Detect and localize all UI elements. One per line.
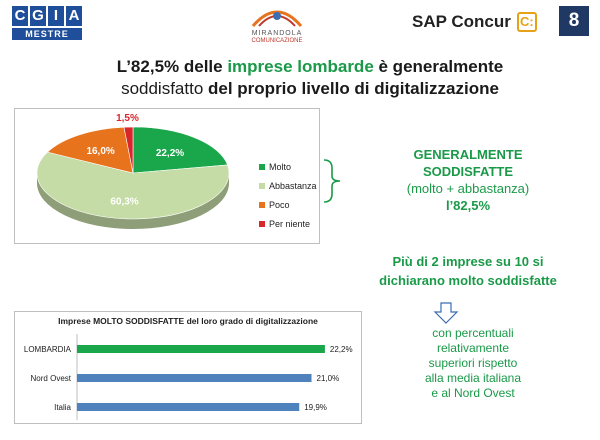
cgia-sub: MESTRE — [12, 28, 82, 40]
highlight-line: Più di 2 imprese su 10 si — [392, 254, 544, 269]
legend-label: Per niente — [269, 218, 311, 229]
bar-category-label: LOMBARDIA — [24, 345, 72, 354]
legend-swatch — [259, 220, 265, 227]
bar-lombardia — [77, 345, 325, 353]
note-line: alla media italiana — [424, 371, 522, 385]
sap-concur-logo: SAP Concur C: — [412, 12, 537, 32]
summary-line: GENERALMENTE — [413, 147, 523, 162]
slide-number: 8 — [559, 6, 589, 36]
bar-nord-ovest — [77, 374, 312, 382]
bar-chart-title: Imprese MOLTO SODDISFATTE del loro grado… — [58, 316, 318, 326]
legend-swatch — [259, 182, 265, 189]
pie-chart: 22,2% 60,3% 16,0% 1,5% — [36, 113, 230, 229]
legend-item: Abbastanza — [259, 176, 317, 195]
title-part: del proprio livello di digitalizzazione — [208, 79, 499, 98]
bar-chart: LOMBARDIA 22,2% Nord Ovest 21,0% Italia 19,9% — [24, 334, 353, 420]
title-part: è generalmente — [373, 57, 504, 76]
legend-label: Molto — [269, 161, 292, 172]
title-highlight: imprese lombarde — [227, 57, 374, 76]
bar-category-label: Nord Ovest — [31, 374, 72, 383]
pie-slice-molto — [132, 126, 228, 174]
cgia-letter: C — [12, 6, 28, 26]
title-part: soddisfatto — [121, 79, 209, 98]
highlight-line: dichiarano molto soddisfatte — [379, 273, 557, 288]
note-line: relativamente — [436, 341, 510, 355]
page-title: L’82,5% delle imprese lombarde è general… — [60, 56, 560, 100]
pie-legend: Molto Abbastanza Poco Per niente — [259, 157, 317, 233]
note-text: con percentuali relativamente superiori … — [388, 326, 558, 401]
mirandola-arc-icon — [251, 10, 303, 27]
cgia-letter: I — [48, 6, 64, 26]
cgia-logo: C G I A MESTRE — [12, 6, 82, 40]
pie-slice-abbastanza — [36, 151, 230, 220]
summary-line: SODDISFATTE — [422, 164, 514, 179]
note-line: superiori rispetto — [428, 356, 518, 370]
pie-data-label: 16,0% — [86, 146, 114, 157]
concur-icon: C: — [516, 12, 537, 32]
cgia-letter: A — [66, 6, 82, 26]
pie-data-label: 1,5% — [116, 113, 139, 124]
legend-item: Per niente — [259, 214, 317, 233]
title-part: L’82,5% delle — [116, 57, 228, 76]
bar-category-label: Italia — [54, 403, 71, 412]
mirandola-logo: MIRANDOLA COMUNICAZIONE — [232, 2, 322, 48]
summary-box: GENERALMENTE SODDISFATTE (molto + abbast… — [368, 146, 568, 214]
summary-line: l’82,5% — [445, 198, 491, 213]
legend-item: Molto — [259, 157, 317, 176]
bar-italia — [77, 403, 300, 411]
legend-swatch — [259, 201, 265, 208]
legend-label: Abbastanza — [269, 180, 317, 191]
pie-data-label: 60,3% — [110, 196, 138, 207]
pie-data-label: 22,2% — [156, 148, 184, 159]
pie-slice-side — [37, 173, 229, 229]
pie-slice-per-niente — [123, 126, 134, 174]
sap-label: SAP Concur — [412, 12, 511, 31]
legend-swatch — [259, 163, 265, 170]
bar-chart-panel: Imprese MOLTO SODDISFATTE del loro grado… — [14, 311, 362, 424]
bar-value-label: 19,9% — [304, 403, 327, 412]
down-arrow-icon — [433, 302, 459, 324]
legend-label: Poco — [269, 199, 290, 210]
mirandola-name: MIRANDOLA — [251, 30, 303, 37]
pie-chart-panel: 22,2% 60,3% 16,0% 1,5% Molto Abbastanza Poco P… — [14, 108, 320, 244]
note-line: con percentuali — [432, 326, 514, 340]
brace-icon — [323, 159, 341, 203]
pie-slice-poco — [46, 126, 134, 174]
bar-value-label: 22,2% — [330, 345, 353, 354]
bar-value-label: 21,0% — [317, 374, 340, 383]
legend-item: Poco — [259, 195, 317, 214]
note-line: e al Nord Ovest — [431, 386, 515, 400]
summary-line: (molto + abbastanza) — [406, 181, 530, 196]
highlight-text: Più di 2 imprese su 10 si dichiarano mol… — [348, 252, 588, 290]
mirandola-sub: COMUNICAZIONE — [251, 38, 303, 44]
cgia-letter: G — [30, 6, 46, 26]
